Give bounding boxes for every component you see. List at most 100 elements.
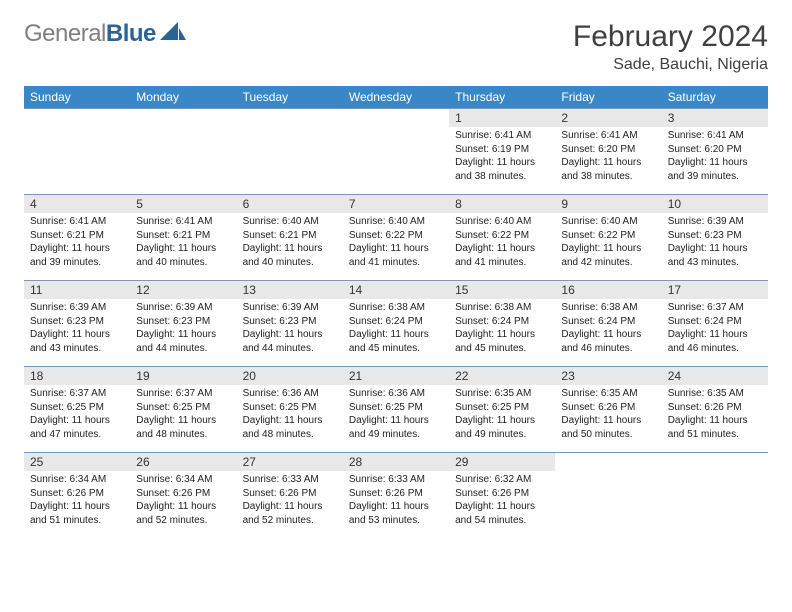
sunset-text: Sunset: 6:25 PM	[243, 401, 337, 415]
sunrise-text: Sunrise: 6:39 AM	[136, 301, 230, 315]
sunrise-text: Sunrise: 6:41 AM	[561, 129, 655, 143]
sunset-text: Sunset: 6:26 PM	[349, 487, 443, 501]
sunrise-text: Sunrise: 6:35 AM	[561, 387, 655, 401]
calendar-week-row: 25Sunrise: 6:34 AMSunset: 6:26 PMDayligh…	[24, 453, 768, 539]
day-number: 16	[555, 281, 661, 299]
calendar-week-row: 11Sunrise: 6:39 AMSunset: 6:23 PMDayligh…	[24, 281, 768, 367]
sunrise-text: Sunrise: 6:39 AM	[30, 301, 124, 315]
day-details: Sunrise: 6:41 AMSunset: 6:21 PMDaylight:…	[130, 213, 236, 273]
calendar-cell: 17Sunrise: 6:37 AMSunset: 6:24 PMDayligh…	[662, 281, 768, 367]
sunset-text: Sunset: 6:21 PM	[243, 229, 337, 243]
day-number: 5	[130, 195, 236, 213]
daylight-text: Daylight: 11 hours and 48 minutes.	[136, 414, 230, 441]
calendar-cell: 5Sunrise: 6:41 AMSunset: 6:21 PMDaylight…	[130, 195, 236, 281]
calendar-cell: 4Sunrise: 6:41 AMSunset: 6:21 PMDaylight…	[24, 195, 130, 281]
sunrise-text: Sunrise: 6:37 AM	[668, 301, 762, 315]
daylight-text: Daylight: 11 hours and 46 minutes.	[668, 328, 762, 355]
day-number: 21	[343, 367, 449, 385]
calendar-cell: 20Sunrise: 6:36 AMSunset: 6:25 PMDayligh…	[237, 367, 343, 453]
day-details: Sunrise: 6:40 AMSunset: 6:22 PMDaylight:…	[555, 213, 661, 273]
sunset-text: Sunset: 6:24 PM	[561, 315, 655, 329]
weekday-header: Tuesday	[237, 86, 343, 109]
calendar-cell: 26Sunrise: 6:34 AMSunset: 6:26 PMDayligh…	[130, 453, 236, 539]
calendar-cell	[237, 109, 343, 195]
daylight-text: Daylight: 11 hours and 44 minutes.	[243, 328, 337, 355]
daylight-text: Daylight: 11 hours and 40 minutes.	[136, 242, 230, 269]
sunrise-text: Sunrise: 6:40 AM	[349, 215, 443, 229]
brand-logo: GeneralBlue	[24, 20, 186, 48]
daylight-text: Daylight: 11 hours and 43 minutes.	[668, 242, 762, 269]
daylight-text: Daylight: 11 hours and 49 minutes.	[455, 414, 549, 441]
daylight-text: Daylight: 11 hours and 38 minutes.	[561, 156, 655, 183]
calendar-cell: 14Sunrise: 6:38 AMSunset: 6:24 PMDayligh…	[343, 281, 449, 367]
daylight-text: Daylight: 11 hours and 51 minutes.	[668, 414, 762, 441]
sunrise-text: Sunrise: 6:37 AM	[30, 387, 124, 401]
sunset-text: Sunset: 6:26 PM	[455, 487, 549, 501]
brand-part2: Blue	[106, 20, 156, 47]
day-number: 29	[449, 453, 555, 471]
day-number: 23	[555, 367, 661, 385]
daylight-text: Daylight: 11 hours and 53 minutes.	[349, 500, 443, 527]
sunset-text: Sunset: 6:26 PM	[136, 487, 230, 501]
day-number: 6	[237, 195, 343, 213]
calendar-cell: 1Sunrise: 6:41 AMSunset: 6:19 PMDaylight…	[449, 109, 555, 195]
day-details: Sunrise: 6:39 AMSunset: 6:23 PMDaylight:…	[24, 299, 130, 359]
sunset-text: Sunset: 6:21 PM	[30, 229, 124, 243]
daylight-text: Daylight: 11 hours and 48 minutes.	[243, 414, 337, 441]
daylight-text: Daylight: 11 hours and 41 minutes.	[349, 242, 443, 269]
day-details: Sunrise: 6:40 AMSunset: 6:22 PMDaylight:…	[343, 213, 449, 273]
day-details: Sunrise: 6:39 AMSunset: 6:23 PMDaylight:…	[662, 213, 768, 273]
day-details: Sunrise: 6:41 AMSunset: 6:20 PMDaylight:…	[662, 127, 768, 187]
day-details: Sunrise: 6:35 AMSunset: 6:25 PMDaylight:…	[449, 385, 555, 445]
day-number: 10	[662, 195, 768, 213]
sunset-text: Sunset: 6:20 PM	[668, 143, 762, 157]
day-number: 11	[24, 281, 130, 299]
brand-text: GeneralBlue	[24, 20, 156, 48]
day-details: Sunrise: 6:35 AMSunset: 6:26 PMDaylight:…	[555, 385, 661, 445]
sunset-text: Sunset: 6:26 PM	[30, 487, 124, 501]
daylight-text: Daylight: 11 hours and 51 minutes.	[30, 500, 124, 527]
sunrise-text: Sunrise: 6:41 AM	[30, 215, 124, 229]
weekday-header: Friday	[555, 86, 661, 109]
weekday-header: Saturday	[662, 86, 768, 109]
page-title: February 2024	[573, 20, 768, 54]
day-details: Sunrise: 6:40 AMSunset: 6:21 PMDaylight:…	[237, 213, 343, 273]
sunrise-text: Sunrise: 6:38 AM	[561, 301, 655, 315]
day-details: Sunrise: 6:39 AMSunset: 6:23 PMDaylight:…	[130, 299, 236, 359]
sunrise-text: Sunrise: 6:41 AM	[668, 129, 762, 143]
day-number: 3	[662, 109, 768, 127]
calendar-cell: 22Sunrise: 6:35 AMSunset: 6:25 PMDayligh…	[449, 367, 555, 453]
calendar-cell: 18Sunrise: 6:37 AMSunset: 6:25 PMDayligh…	[24, 367, 130, 453]
daylight-text: Daylight: 11 hours and 52 minutes.	[136, 500, 230, 527]
daylight-text: Daylight: 11 hours and 38 minutes.	[455, 156, 549, 183]
daylight-text: Daylight: 11 hours and 41 minutes.	[455, 242, 549, 269]
sunrise-text: Sunrise: 6:38 AM	[455, 301, 549, 315]
weekday-header: Wednesday	[343, 86, 449, 109]
calendar-cell: 23Sunrise: 6:35 AMSunset: 6:26 PMDayligh…	[555, 367, 661, 453]
daylight-text: Daylight: 11 hours and 54 minutes.	[455, 500, 549, 527]
day-number: 1	[449, 109, 555, 127]
daylight-text: Daylight: 11 hours and 39 minutes.	[30, 242, 124, 269]
calendar-cell	[130, 109, 236, 195]
sunset-text: Sunset: 6:25 PM	[136, 401, 230, 415]
calendar-cell: 12Sunrise: 6:39 AMSunset: 6:23 PMDayligh…	[130, 281, 236, 367]
day-number: 25	[24, 453, 130, 471]
day-details: Sunrise: 6:41 AMSunset: 6:20 PMDaylight:…	[555, 127, 661, 187]
sunset-text: Sunset: 6:23 PM	[136, 315, 230, 329]
sunrise-text: Sunrise: 6:35 AM	[455, 387, 549, 401]
sunset-text: Sunset: 6:22 PM	[349, 229, 443, 243]
day-details: Sunrise: 6:33 AMSunset: 6:26 PMDaylight:…	[237, 471, 343, 531]
header: GeneralBlue February 2024 Sade, Bauchi, …	[24, 20, 768, 74]
calendar-cell: 7Sunrise: 6:40 AMSunset: 6:22 PMDaylight…	[343, 195, 449, 281]
calendar-cell: 8Sunrise: 6:40 AMSunset: 6:22 PMDaylight…	[449, 195, 555, 281]
weekday-header: Sunday	[24, 86, 130, 109]
calendar-cell: 3Sunrise: 6:41 AMSunset: 6:20 PMDaylight…	[662, 109, 768, 195]
daylight-text: Daylight: 11 hours and 44 minutes.	[136, 328, 230, 355]
day-details: Sunrise: 6:34 AMSunset: 6:26 PMDaylight:…	[24, 471, 130, 531]
day-details: Sunrise: 6:40 AMSunset: 6:22 PMDaylight:…	[449, 213, 555, 273]
day-details: Sunrise: 6:38 AMSunset: 6:24 PMDaylight:…	[343, 299, 449, 359]
sunrise-text: Sunrise: 6:33 AM	[243, 473, 337, 487]
weekday-header: Monday	[130, 86, 236, 109]
calendar-cell: 16Sunrise: 6:38 AMSunset: 6:24 PMDayligh…	[555, 281, 661, 367]
day-number: 12	[130, 281, 236, 299]
